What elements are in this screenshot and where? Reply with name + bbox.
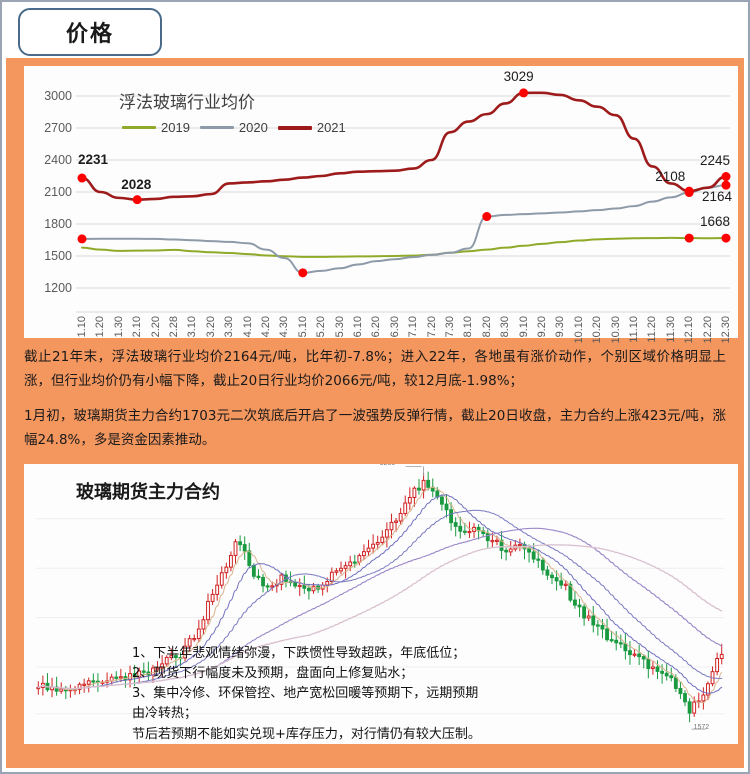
line-chart-legend: 2019 2020 2021 <box>122 120 346 135</box>
x-axis-tick: 4.10 <box>241 316 254 338</box>
y-axis-tick: 1500 <box>44 249 72 263</box>
y-axis-tick: 3000 <box>44 89 72 103</box>
x-axis-tick: 11.20 <box>646 316 659 343</box>
x-axis-tick: 9.20 <box>536 316 548 338</box>
x-axis-tick: 6.20 <box>370 316 383 338</box>
x-axis-tick: 4.30 <box>278 316 291 338</box>
x-axis-tick: 4.20 <box>260 316 272 338</box>
x-axis-tick: 11.10 <box>628 316 640 343</box>
commentary-paragraph-2: 1月初，玻璃期货主力合约1703元二次筑底后开启了一波强势反弹行情，截止20日收… <box>24 408 726 448</box>
legend-item-2021: 2021 <box>277 120 346 135</box>
candle-chart-notes: 1、下半年悲观情绪弥漫，下跌惯性导致超跌，年底低位； 2、现货下行幅度未及预期，… <box>132 646 481 742</box>
x-axis-tick: 5.20 <box>315 316 328 338</box>
x-axis-tick: 8.10 <box>462 316 475 338</box>
data-point-label: 2245 <box>700 152 731 168</box>
x-axis-tick: 2.28 <box>168 316 180 338</box>
y-axis-tick: 2100 <box>44 185 72 199</box>
commentary-paragraph-1: 截止21年末，浮法玻璃行业均价2164元/吨，比年初-7.8%；进入22年，各地… <box>24 349 726 389</box>
x-axis-tick: 10.20 <box>591 316 604 344</box>
line-chart-title: 浮法玻璃行业均价 <box>119 93 255 113</box>
x-axis-tick: 7.20 <box>425 316 438 338</box>
data-point-label: 3029 <box>503 68 534 84</box>
x-axis-tick: 12.10 <box>683 316 696 344</box>
x-axis-tick: 12.30 <box>720 316 732 344</box>
data-point-label: 2028 <box>121 177 152 193</box>
x-axis-tick: 6.30 <box>388 316 401 338</box>
section-badge: 价格 <box>18 8 162 56</box>
legend-label-2019: 2019 <box>161 120 190 135</box>
candle-chart-title: 玻璃期货主力合约 <box>76 482 220 503</box>
x-axis-tick: 5.30 <box>333 316 346 338</box>
data-point-label: 2164 <box>702 189 733 205</box>
legend-swatch-2020 <box>199 126 234 129</box>
y-axis-tick: 1800 <box>44 217 72 231</box>
data-point-label: 1668 <box>700 214 731 230</box>
x-axis-tick: 3.10 <box>186 316 199 338</box>
x-axis-tick: 10.10 <box>572 316 585 344</box>
section-badge-label: 价格 <box>65 22 114 47</box>
x-axis-tick: 9.10 <box>517 316 530 338</box>
orange-background: 浮法玻璃行业均价 2019 2020 2021 1200 1500 1800 2100… <box>6 58 744 768</box>
x-axis-tick: 10.30 <box>609 316 622 344</box>
line-chart-svg <box>76 88 731 313</box>
x-axis-tick: 2.20 <box>149 316 162 338</box>
x-axis-tick: 1.20 <box>94 316 107 338</box>
candle-chart-svg <box>36 466 724 730</box>
data-point-label: 2108 <box>655 169 686 185</box>
x-axis-tick: 8.20 <box>480 316 493 338</box>
y-axis-tick: 2400 <box>44 153 72 167</box>
y-axis-tick: 1200 <box>44 281 72 295</box>
x-axis-tick: 2.10 <box>131 316 144 338</box>
candle-low-label: 1572 <box>693 724 710 732</box>
x-axis-tick: 3.30 <box>223 316 236 338</box>
candle-chart-panel: 玻璃期货主力合约 3263 1572 1、下半年悲观情绪弥漫，下跌惯性导致超跌，… <box>24 464 738 744</box>
x-axis-tick: 12.20 <box>701 316 714 344</box>
legend-item-2019: 2019 <box>122 120 190 135</box>
x-axis-tick: 3.20 <box>204 316 217 338</box>
x-axis-tick: 1.10 <box>76 316 88 338</box>
x-axis-tick: 1.30 <box>112 316 125 338</box>
x-axis-tick: 8.30 <box>499 316 512 338</box>
x-axis-tick: 7.10 <box>407 316 420 338</box>
legend-label-2021: 2021 <box>316 120 346 135</box>
legend-swatch-2019 <box>122 126 156 129</box>
x-axis-tick: 6.10 <box>352 316 364 338</box>
x-axis-tick: 7.30 <box>444 316 456 338</box>
x-axis-tick: 11.30 <box>664 316 677 343</box>
y-axis-tick: 2700 <box>44 121 72 135</box>
x-axis-tick: 9.30 <box>554 316 567 338</box>
x-axis-tick: 5.10 <box>296 316 309 338</box>
legend-label-2020: 2020 <box>238 120 268 135</box>
legend-item-2020: 2020 <box>199 120 268 135</box>
candle-high-label: 3263 <box>380 464 396 467</box>
line-chart-panel: 浮法玻璃行业均价 2019 2020 2021 1200 1500 1800 2100… <box>24 66 738 344</box>
legend-swatch-2021 <box>277 125 312 130</box>
commentary-block: 截止21年末，浮法玻璃行业均价2164元/吨，比年初-7.8%；进入22年，各地… <box>24 346 726 465</box>
data-point-label: 2231 <box>78 152 109 167</box>
